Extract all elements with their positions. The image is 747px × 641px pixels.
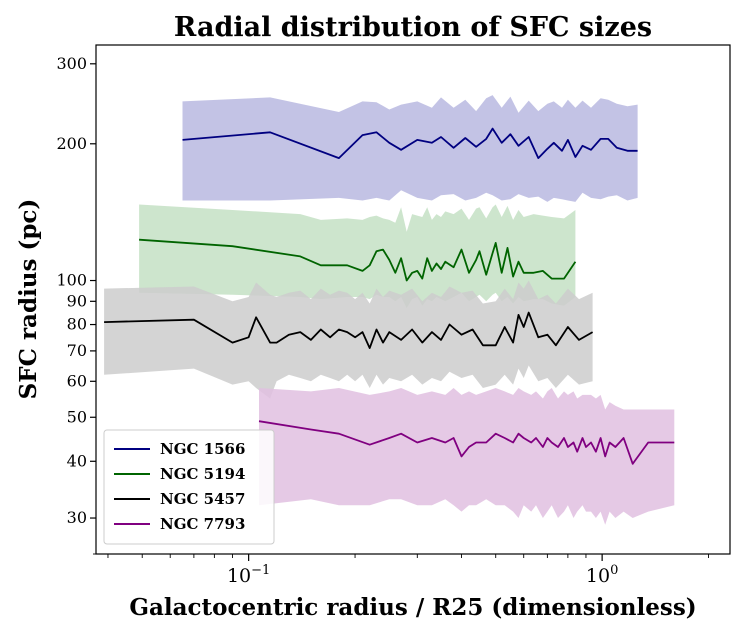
band-3 — [259, 388, 675, 525]
band-0 — [182, 95, 638, 202]
legend: NGC 1566 NGC 5194 NGC 5457 NGC 7793 — [103, 429, 275, 545]
series-line-0 — [182, 127, 638, 160]
series-line-3 — [258, 420, 675, 465]
y-tick-label: 100 — [56, 271, 87, 290]
chart-title: Radial distribution of SFC sizes — [174, 12, 652, 43]
legend-label: NGC 5194 — [160, 465, 245, 483]
x-axis-label: Galactocentric radius / R25 (dimensionle… — [129, 594, 696, 621]
band-1 — [139, 204, 576, 308]
x-axis-ticks: 10−1 100 — [107, 554, 709, 587]
x-tick-exponent: 0 — [610, 563, 618, 578]
series-line-2 — [104, 311, 594, 350]
x-tick-label: 100 — [586, 563, 618, 587]
series-lines — [104, 127, 675, 465]
y-tick-label: 90 — [67, 291, 87, 310]
y-axis-label: SFC radius (pc) — [15, 199, 42, 400]
y-tick-label: 80 — [67, 315, 87, 334]
x-tick-exponent: −1 — [251, 563, 270, 578]
x-tick-base: 10 — [227, 565, 251, 587]
y-tick-label: 300 — [56, 54, 87, 73]
y-tick-label: 30 — [67, 508, 87, 527]
legend-label: NGC 5457 — [160, 490, 245, 508]
legend-label: NGC 7793 — [160, 515, 245, 533]
x-tick-base: 10 — [586, 565, 610, 587]
legend-box — [103, 429, 275, 545]
plot-frame — [95, 44, 731, 555]
legend-label: NGC 1566 — [160, 440, 245, 458]
y-tick-label: 40 — [67, 451, 87, 470]
y-tick-label: 200 — [56, 134, 87, 153]
x-tick-label: 10−1 — [227, 563, 270, 587]
band-2 — [104, 280, 593, 399]
uncertainty-bands — [104, 95, 675, 525]
series-line-1 — [139, 238, 577, 282]
y-tick-label: 70 — [67, 341, 87, 360]
y-tick-label: 50 — [67, 407, 87, 426]
y-tick-label: 60 — [67, 371, 87, 390]
